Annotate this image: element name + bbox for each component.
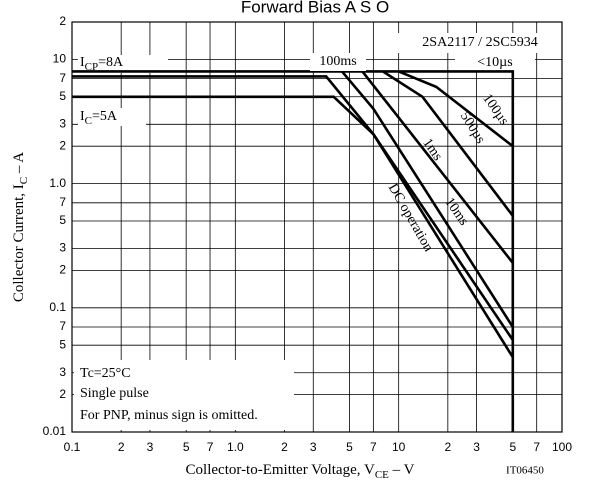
curve-label: 500µs [457,109,488,146]
label-sub: C [85,115,92,127]
x-tick-label: 3 [310,440,317,454]
y-tick-label: 10 [53,52,67,66]
annotation: IC=5A [80,109,118,126]
x-axis-label: Collector-to-Emitter Voltage, VCE – V [186,462,415,480]
y-tick-label: 2 [59,263,66,277]
annotation: For PNP, minus sign is omitted. [80,408,258,423]
y-tick-label: 2 [59,14,66,28]
label-box [78,108,146,126]
label-rest: – V [389,462,415,478]
curve [398,70,514,148]
curve [382,70,514,217]
y-tick-label: 0.01 [43,424,67,438]
curve [361,70,514,264]
curve-label: <10µs [477,55,512,70]
x-tick-label: 100 [552,440,572,454]
curve [72,70,515,432]
y-tick-label: 5 [59,89,66,103]
label-sub: CP [85,61,98,73]
annotation: 2SA2117 / 2SC5934 [422,35,537,50]
y-tick-label: 1.0 [49,176,66,190]
label-box [78,55,168,73]
x-tick-label: 5 [509,440,516,454]
label-sub: CE [375,469,389,481]
chart-title: Forward Bias A S O [241,0,389,16]
y-tick-label: 7 [59,319,66,333]
plot-frame [71,21,563,433]
y-axis-label: Collector Current, IC – A [11,152,29,302]
y-tick-label: 3 [59,365,66,379]
x-tick-label: 3 [147,440,154,454]
curve [341,70,514,328]
x-tick-label: 2 [281,440,288,454]
x-tick-label: 5 [346,440,353,454]
label-main: Collector-to-Emitter Voltage, V [186,462,375,478]
label-rest: =5A [92,109,118,124]
figure-code: IT06450 [506,465,544,477]
label-main: I [80,109,85,124]
curve-label: 1ms [419,136,445,164]
x-tick-label: 7 [533,440,540,454]
label-box [74,360,294,430]
y-tick-label: 7 [59,71,66,85]
annotation: Tc=25°C [80,366,131,381]
x-tick-label: 2 [118,440,125,454]
label-box [310,53,366,71]
x-tick-label: 0.1 [64,440,81,454]
y-tick-label: 2 [59,138,66,152]
annotation: ICP=8A [80,55,124,72]
annotation: Single pulse [80,386,149,401]
y-tick-label: 7 [59,195,66,209]
x-tick-label: 7 [207,440,214,454]
x-tick-label: 7 [370,440,377,454]
label-main: I [80,55,85,70]
curve-label: 100ms [319,54,356,69]
label-rest: =8A [98,55,124,70]
x-tick-label: 3 [473,440,480,454]
label-main: Collector Current, I [11,184,27,302]
curve [72,75,514,341]
x-tick-label: 10 [392,440,406,454]
label-box [375,33,557,53]
label-sub: C [18,177,30,184]
y-tick-label: 5 [59,213,66,227]
x-tick-label: 5 [183,440,190,454]
y-tick-label: 2 [59,387,66,401]
x-tick-label: 1.0 [227,440,244,454]
curve [72,95,514,358]
y-tick-label: 3 [59,241,66,255]
y-tick-label: 0.1 [49,300,66,314]
label-rest: – A [11,152,27,177]
x-tick-label: 2 [444,440,451,454]
y-tick-label: 3 [59,117,66,131]
y-tick-label: 5 [59,337,66,351]
label-box [455,53,535,71]
